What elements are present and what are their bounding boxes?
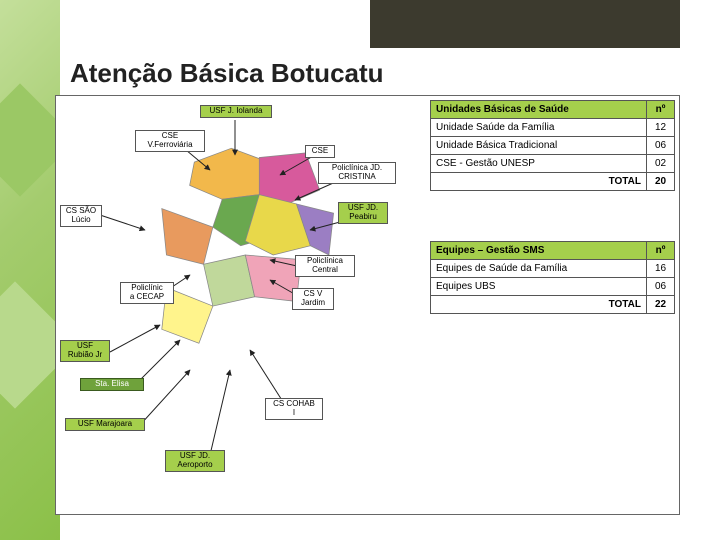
page-title: Atenção Básica Botucatu — [70, 58, 384, 89]
cell: Unidade Básica Tradicional — [431, 137, 647, 155]
table-total-row: TOTAL20 — [431, 173, 675, 191]
map-label-policlinica-central: PoliclínicaCentral — [295, 255, 355, 277]
t1-h1: Unidades Básicas de Saúde — [431, 101, 647, 119]
map-label-sta-elisa: Sta. Elisa — [80, 378, 144, 391]
map-label-usf-marajoara: USF Marajoara — [65, 418, 145, 431]
cell: 06 — [647, 137, 675, 155]
t1-h2: nº — [647, 101, 675, 119]
cell: Equipes UBS — [431, 278, 647, 296]
table-row: CSE - Gestão UNESP02 — [431, 155, 675, 173]
table-total-row: TOTAL22 — [431, 296, 675, 314]
cell: 22 — [647, 296, 675, 314]
cell: CSE - Gestão UNESP — [431, 155, 647, 173]
map-label-usf-j-iolanda: USF J. Iolanda — [200, 105, 272, 118]
table-row: Unidade Saúde da Família12 — [431, 119, 675, 137]
cell: 20 — [647, 173, 675, 191]
side-decoration — [0, 0, 60, 540]
map-label-usf-jd-aeroporto: USF JD.Aeroporto — [165, 450, 225, 472]
cell: 12 — [647, 119, 675, 137]
table-equipes: Equipes – Gestão SMS nº Equipes de Saúde… — [430, 241, 675, 314]
map-label-policlinica-jd-cristina: Policlínica JD.CRISTINA — [318, 162, 396, 184]
t2-h2: nº — [647, 242, 675, 260]
table-row: Equipes de Saúde da Família16 — [431, 260, 675, 278]
map-label-cs-v-jardim: CS VJardim — [292, 288, 334, 310]
table-row: Unidade Básica Tradicional06 — [431, 137, 675, 155]
cell: 16 — [647, 260, 675, 278]
map-label-cs-cohab-i: CS COHABI — [265, 398, 323, 420]
t2-h1: Equipes – Gestão SMS — [431, 242, 647, 260]
cell: Unidade Saúde da Família — [431, 119, 647, 137]
cell: TOTAL — [431, 296, 647, 314]
map-label-cs-sao-lucio: CS SÃOLúcio — [60, 205, 102, 227]
cell: TOTAL — [431, 173, 647, 191]
table-unidades: Unidades Básicas de Saúde nº Unidade Saú… — [430, 100, 675, 191]
map-area: USF J. Iolanda CSEV.Ferroviária CSE Policlí… — [60, 100, 420, 495]
cell: Equipes de Saúde da Família — [431, 260, 647, 278]
map-label-policlinica-cecap: Policlínica CECAP — [120, 282, 174, 304]
map-label-usf-rubiao-jr: USFRubião Jr — [60, 340, 110, 362]
top-dark-box — [370, 0, 680, 48]
cell: 02 — [647, 155, 675, 173]
tables-container: Unidades Básicas de Saúde nº Unidade Saú… — [430, 100, 675, 364]
map-label-usf-jd-peabiru: USF JD.Peabiru — [338, 202, 388, 224]
map-label-cse-vferro: CSEV.Ferroviária — [135, 130, 205, 152]
table-row: Equipes UBS06 — [431, 278, 675, 296]
map-label-cse: CSE — [305, 145, 335, 158]
cell: 06 — [647, 278, 675, 296]
